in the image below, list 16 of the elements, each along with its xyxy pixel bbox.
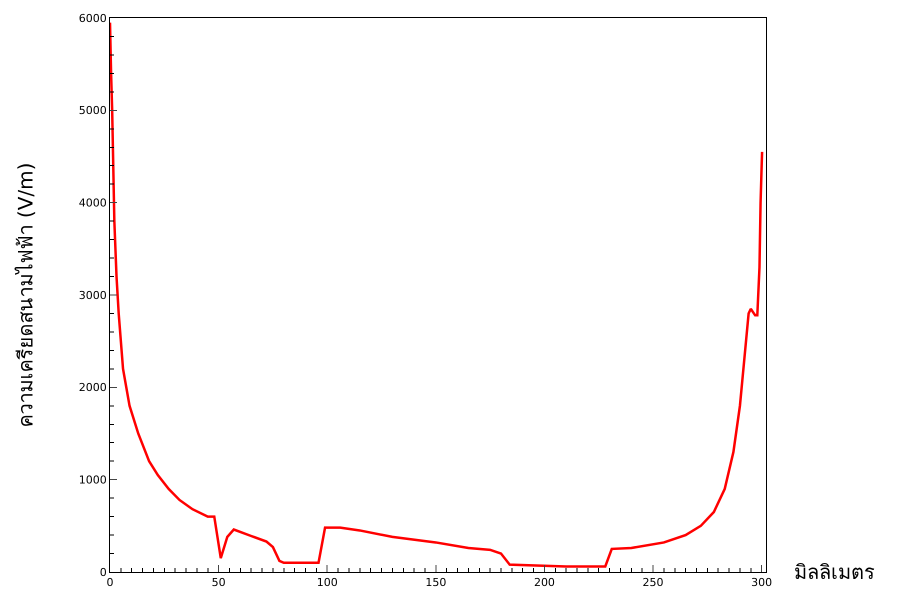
x-tick-label: 100 [316,576,338,590]
y-tick-label: 5000 [78,104,107,118]
y-tick-label: 6000 [78,12,107,25]
y-tick-label: 3000 [78,288,107,302]
x-tick-label: 50 [212,576,226,590]
y-axis-title: ความเครียดสนามไฟฟ้า (V/m) [13,162,38,428]
x-tick-label: 300 [751,576,772,590]
line-series [110,21,764,568]
x-tick-label: 200 [534,576,555,590]
y-tick-label: 2000 [78,381,107,394]
x-axis-title: มิลลิเมตร [794,560,875,584]
y-tick-label: 1000 [78,474,107,487]
x-tick-label: 150 [425,576,446,590]
y-tick-label: 4000 [78,196,107,210]
x-tick-label: 250 [642,576,664,590]
y-tick-label: 0 [100,566,107,579]
